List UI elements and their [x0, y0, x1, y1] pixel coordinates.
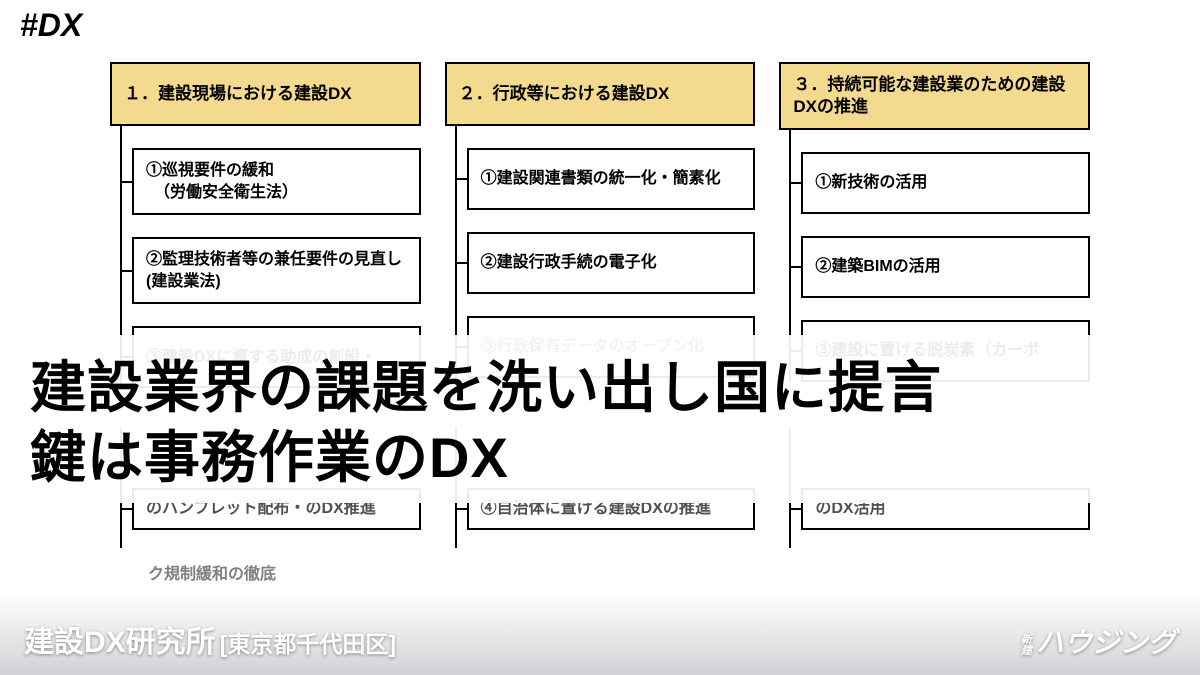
diagram-item: ②建築BIMの活用	[801, 236, 1090, 298]
headline-line-1: 建設業界の課題を洗い出し国に提言	[30, 353, 1170, 423]
column-header: ３．持続可能な建設業のための建設DXの推進	[779, 62, 1090, 130]
column-header: ２．行政等における建設DX	[445, 62, 756, 126]
diagram-item: ②建設行政手続の電子化	[467, 232, 756, 294]
brand-small-bottom: 建	[1021, 646, 1032, 657]
diagram-item: ②監理技術者等の兼任要件の見直し(建設業法)	[132, 237, 421, 304]
extra-fragment: ク規制緩和の徹底	[148, 560, 276, 584]
footer: 建設DX研究所 [東京都千代田区] 新 建 ハウジング	[0, 593, 1200, 675]
headline-line-2: 鍵は事務作業のDX	[30, 423, 1170, 493]
category-tag-bar: #DX	[0, 0, 122, 50]
org-location: [東京都千代田区]	[220, 625, 396, 659]
headline-overlay: 建設業界の課題を洗い出し国に提言 鍵は事務作業のDX	[0, 335, 1200, 503]
brand-small-text: 新 建	[1021, 635, 1032, 657]
brand-logo: 新 建 ハウジング	[1021, 621, 1176, 661]
diagram-item: ①建設関連書類の統一化・簡素化	[467, 148, 756, 210]
category-tag: #DX	[0, 0, 122, 50]
footer-source: 建設DX研究所 [東京都千代田区]	[24, 617, 396, 661]
diagram-item: ①巡視要件の緩和 （労働安全衛生法）	[132, 148, 421, 215]
org-name: 建設DX研究所	[24, 617, 216, 661]
diagram-item: ①新技術の活用	[801, 152, 1090, 214]
brand-main: ハウジング	[1036, 621, 1176, 661]
column-header: １．建設現場における建設DX	[110, 62, 421, 126]
